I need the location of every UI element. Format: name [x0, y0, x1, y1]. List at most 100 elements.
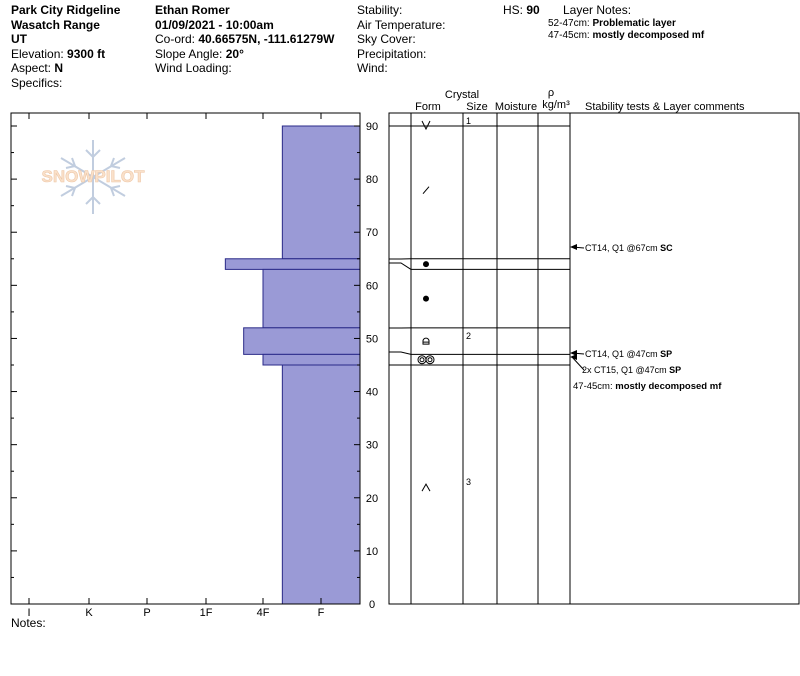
y-tick-label: 40 — [366, 387, 378, 399]
layer-comment: 47-45cm: mostly decomposed mf — [573, 381, 722, 392]
size-header: Size — [466, 101, 487, 113]
form-header: Form — [415, 101, 441, 113]
elevation-label: Elevation: — [11, 46, 64, 61]
y-tick-label: 0 — [369, 599, 375, 611]
layer-comment-range: 47-45cm: — [573, 381, 615, 392]
hardness-layer — [262, 353, 361, 366]
aspect-row: Aspect: N — [11, 61, 120, 76]
aspect-label: Aspect: — [11, 61, 52, 75]
y-tick-label: 30 — [366, 440, 378, 452]
y-tick-label: 10 — [366, 546, 378, 558]
y-tick-label: 80 — [366, 174, 378, 186]
conditions-info: Stability: Air Temperature: Sky Cover: P… — [357, 3, 445, 76]
slope-value: 20° — [225, 46, 244, 61]
form-rounded-grain-icon — [423, 295, 429, 302]
stability-test-text: 2x CT15, Q1 @47cm — [582, 365, 669, 375]
form-faceted-icon — [421, 483, 431, 492]
notes-label: Notes: — [11, 616, 46, 630]
crystal-size: 3 — [466, 477, 471, 487]
x-tick-label: 1F — [200, 607, 213, 619]
snowflake-icon — [60, 140, 126, 214]
x-tick-label: 4F — [257, 607, 270, 619]
hardness-layer — [243, 327, 361, 355]
moisture-header: Moisture — [495, 101, 537, 113]
form-melt-form-inner — [419, 357, 425, 363]
precip-label: Precipitation: — [357, 46, 427, 61]
stability-arrowhead — [570, 350, 577, 356]
y-tick-label: 20 — [366, 493, 378, 505]
crystal-table-frame — [388, 112, 800, 605]
layer-connector — [389, 262, 412, 270]
snowpilot-logo: SNOWPILOT — [41, 140, 146, 214]
x-tick-label: F — [318, 607, 325, 619]
rho-header: ρ — [548, 87, 554, 99]
coord-value: 40.66575N, -111.61279W — [198, 32, 335, 46]
comments-header: Stability tests & Layer comments — [585, 101, 745, 113]
stability-test-result: SC — [660, 243, 673, 253]
hs-value: 90 — [526, 3, 540, 17]
elevation-value: 9300 ft — [67, 46, 106, 61]
layer-connector — [389, 351, 412, 355]
layer-note: 52-47cm: Problematic layer — [548, 18, 704, 30]
wind-label: Wind: — [357, 61, 388, 75]
stability-test-result: SP — [660, 349, 672, 359]
observer-info: Ethan Romer 01/09/2021 - 10:00am Co-ord:… — [155, 3, 334, 76]
layer-note-range: 52-47cm: — [548, 18, 590, 29]
layer-notes: 52-47cm: Problematic layer 47-45cm: most… — [548, 18, 704, 42]
crystal-size: 1 — [466, 116, 471, 126]
y-tick-label: 60 — [366, 280, 378, 292]
stability-label: Stability: — [357, 3, 403, 17]
site-info: Park City Ridgeline Wasatch Range UT Ele… — [11, 3, 120, 90]
layer-note-text: mostly decomposed mf — [592, 30, 705, 41]
layer-note: 47-45cm: mostly decomposed mf — [548, 30, 704, 42]
crystal-size: 2 — [466, 331, 471, 341]
slope-label: Slope Angle: — [155, 46, 223, 61]
x-tick-label: K — [85, 607, 93, 619]
hardness-frame — [10, 112, 361, 605]
form-depth-hoar-icon — [421, 120, 431, 131]
layer-notes-title: Layer Notes: — [563, 3, 632, 17]
coord-label: Co-ord: — [155, 32, 196, 46]
form-melt-form-inner — [427, 357, 433, 363]
form-melt-form-icon — [425, 355, 435, 365]
form-precip-particle-icon — [422, 186, 430, 195]
logo-text: SNOWPILOT — [42, 167, 146, 186]
stability-test-text: CT14, Q1 @47cm — [585, 349, 660, 359]
x-tick-label: I — [27, 607, 30, 619]
observer-name: Ethan Romer — [155, 3, 230, 17]
hs-label: HS: — [503, 3, 524, 17]
elevation-row: Elevation: 9300 ft — [11, 47, 120, 62]
form-mixed-grain-icon — [422, 337, 430, 345]
hardness-layer — [281, 125, 361, 260]
stability-arrowhead — [570, 244, 577, 250]
slope-row: Slope Angle: 20° — [155, 47, 334, 62]
layer-note-text: Problematic layer — [592, 18, 676, 29]
sky-cover-label: Sky Cover: — [357, 32, 416, 46]
form-rounded-grain-icon — [423, 261, 429, 268]
wind-loading-label: Wind Loading: — [155, 61, 232, 75]
hardness-layer — [281, 364, 361, 605]
stability-arrowhead — [570, 354, 577, 360]
stability-test-text: CT14, Q1 @67cm — [585, 243, 660, 253]
observation-datetime: 01/09/2021 - 10:00am — [155, 17, 274, 32]
stability-test-result: SP — [669, 365, 681, 375]
stability-test-label: 2x CT15, Q1 @47cm SP — [582, 365, 681, 375]
hs-info: HS: 90 — [503, 3, 540, 18]
site-state: UT — [11, 32, 27, 46]
layer-comment-text: mostly decomposed mf — [615, 381, 722, 392]
air-temp-label: Air Temperature: — [357, 17, 446, 32]
density-unit-header: kg/m³ — [542, 99, 570, 111]
crystal-header: Crystal — [445, 89, 479, 101]
y-tick-label: 70 — [366, 227, 378, 239]
y-tick-label: 90 — [366, 121, 378, 133]
site-range: Wasatch Range — [11, 17, 100, 32]
hardness-layer — [262, 268, 361, 329]
x-tick-label: P — [143, 607, 150, 619]
hardness-layer — [224, 258, 361, 270]
layer-note-range: 47-45cm: — [548, 30, 590, 41]
stability-arrow-line — [571, 356, 585, 371]
stability-test-label: CT14, Q1 @67cm SC — [585, 243, 673, 253]
form-melt-form-icon — [417, 355, 427, 365]
stability-test-label: CT14, Q1 @47cm SP — [585, 349, 672, 359]
